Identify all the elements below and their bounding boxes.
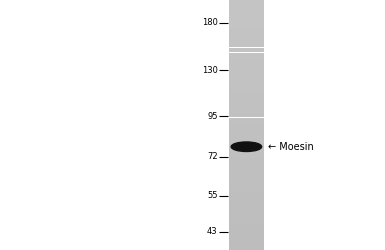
Text: 72: 72	[207, 152, 218, 161]
Text: 130: 130	[202, 66, 218, 75]
Ellipse shape	[231, 142, 262, 152]
Text: 180: 180	[202, 18, 218, 27]
Text: 55: 55	[207, 192, 218, 200]
Text: ← Moesin: ← Moesin	[268, 142, 313, 152]
Text: 43: 43	[207, 228, 218, 236]
Text: 95: 95	[207, 112, 218, 120]
